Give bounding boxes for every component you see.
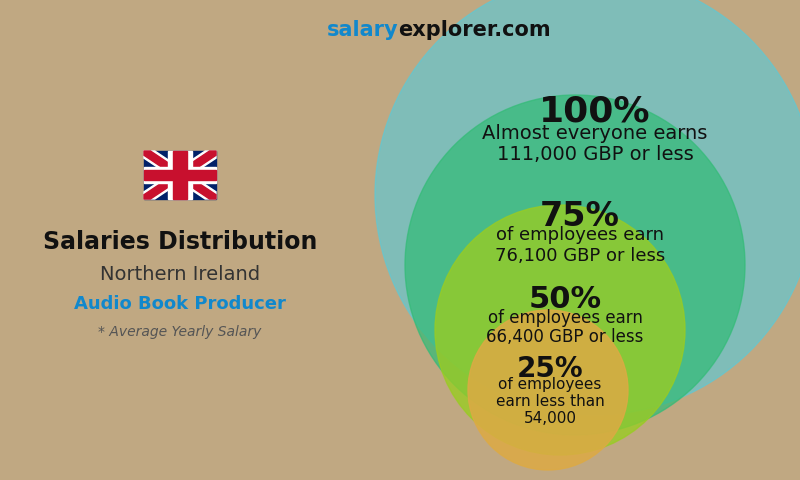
Text: 75%: 75%: [540, 200, 620, 233]
Polygon shape: [144, 151, 216, 199]
Text: earn less than: earn less than: [496, 394, 604, 409]
Text: Northern Ireland: Northern Ireland: [100, 265, 260, 284]
Text: 25%: 25%: [517, 355, 583, 383]
Text: Audio Book Producer: Audio Book Producer: [74, 295, 286, 313]
Text: 50%: 50%: [529, 285, 602, 314]
Text: * Average Yearly Salary: * Average Yearly Salary: [98, 325, 262, 339]
Bar: [144, 170, 216, 180]
Bar: [173, 151, 187, 199]
Bar: [144, 167, 216, 183]
Text: of employees: of employees: [498, 377, 602, 392]
Text: explorer.com: explorer.com: [398, 20, 550, 40]
Text: salary: salary: [326, 20, 398, 40]
Circle shape: [375, 0, 800, 415]
Bar: [168, 151, 192, 199]
Text: of employees earn: of employees earn: [487, 309, 642, 327]
Circle shape: [468, 310, 628, 470]
Text: 54,000: 54,000: [523, 411, 577, 426]
Polygon shape: [144, 151, 216, 199]
Text: of employees earn: of employees earn: [496, 227, 664, 244]
Circle shape: [435, 205, 685, 455]
Text: 100%: 100%: [539, 95, 650, 129]
Bar: [144, 151, 216, 199]
Text: Salaries Distribution: Salaries Distribution: [43, 230, 317, 254]
Text: 111,000 GBP or less: 111,000 GBP or less: [497, 145, 694, 164]
Text: Almost everyone earns: Almost everyone earns: [482, 124, 708, 143]
Text: 66,400 GBP or less: 66,400 GBP or less: [486, 328, 644, 346]
Polygon shape: [144, 151, 216, 199]
Circle shape: [405, 95, 745, 435]
Text: 76,100 GBP or less: 76,100 GBP or less: [495, 247, 665, 264]
Polygon shape: [144, 151, 216, 199]
